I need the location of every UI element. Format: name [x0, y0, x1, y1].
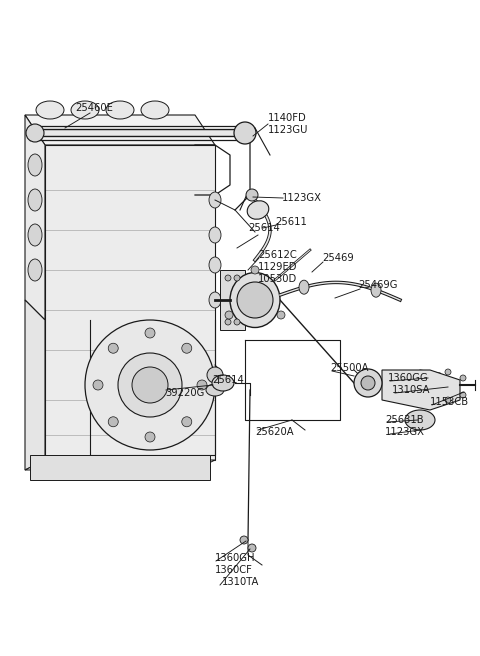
Polygon shape — [382, 370, 460, 410]
Text: 25614: 25614 — [212, 375, 244, 385]
Ellipse shape — [230, 272, 280, 327]
Circle shape — [182, 417, 192, 427]
Circle shape — [277, 311, 285, 319]
Circle shape — [145, 328, 155, 338]
Ellipse shape — [28, 259, 42, 281]
Text: 1360GG: 1360GG — [388, 373, 429, 383]
Circle shape — [460, 375, 466, 381]
Text: 1310SA: 1310SA — [392, 385, 431, 395]
Polygon shape — [25, 300, 45, 470]
Circle shape — [93, 380, 103, 390]
Circle shape — [118, 353, 182, 417]
Text: 25469G: 25469G — [358, 280, 397, 290]
Circle shape — [234, 319, 240, 325]
Text: 1360GH: 1360GH — [215, 553, 255, 563]
Text: 1123GX: 1123GX — [282, 193, 322, 203]
Ellipse shape — [141, 101, 169, 119]
Ellipse shape — [28, 189, 42, 211]
Circle shape — [248, 544, 256, 552]
Circle shape — [234, 122, 256, 144]
Polygon shape — [220, 270, 245, 330]
Circle shape — [197, 380, 207, 390]
Text: 25612C: 25612C — [258, 250, 297, 260]
Circle shape — [85, 320, 215, 450]
Text: 1360CF: 1360CF — [215, 565, 253, 575]
Text: 1153CB: 1153CB — [430, 397, 469, 407]
Ellipse shape — [28, 224, 42, 246]
Polygon shape — [25, 115, 45, 320]
Text: 1123GX: 1123GX — [385, 427, 425, 437]
Circle shape — [225, 311, 233, 319]
Text: 10530D: 10530D — [258, 274, 297, 284]
Circle shape — [234, 275, 240, 281]
Ellipse shape — [209, 192, 221, 208]
Ellipse shape — [206, 384, 224, 396]
Text: 39220G: 39220G — [165, 388, 204, 398]
Circle shape — [225, 319, 231, 325]
Ellipse shape — [36, 101, 64, 119]
Text: 25460E: 25460E — [75, 103, 113, 113]
Ellipse shape — [371, 283, 381, 297]
Circle shape — [225, 275, 231, 281]
Circle shape — [361, 376, 375, 390]
Ellipse shape — [209, 227, 221, 243]
Circle shape — [445, 397, 451, 403]
Text: 1140FD: 1140FD — [268, 113, 307, 123]
Polygon shape — [30, 455, 210, 480]
Circle shape — [108, 343, 118, 353]
Circle shape — [145, 432, 155, 442]
Ellipse shape — [106, 101, 134, 119]
Text: 1310TA: 1310TA — [222, 577, 259, 587]
Ellipse shape — [247, 201, 269, 219]
Text: 1123GU: 1123GU — [268, 125, 309, 135]
Circle shape — [246, 189, 258, 201]
Ellipse shape — [212, 375, 234, 391]
Text: 25500A: 25500A — [330, 363, 369, 373]
Circle shape — [460, 392, 466, 398]
Ellipse shape — [299, 280, 309, 294]
Ellipse shape — [209, 292, 221, 308]
Circle shape — [237, 282, 273, 318]
Text: 25614: 25614 — [248, 223, 280, 233]
Circle shape — [251, 266, 259, 274]
Circle shape — [207, 367, 223, 383]
Text: 25620A: 25620A — [255, 427, 294, 437]
Ellipse shape — [209, 257, 221, 273]
Text: 1129ED: 1129ED — [258, 262, 298, 272]
Ellipse shape — [223, 281, 237, 319]
Circle shape — [354, 369, 382, 397]
Ellipse shape — [28, 154, 42, 176]
Circle shape — [26, 124, 44, 142]
Polygon shape — [25, 460, 215, 470]
Circle shape — [240, 536, 248, 544]
Circle shape — [132, 367, 168, 403]
Circle shape — [445, 369, 451, 375]
Circle shape — [108, 417, 118, 427]
Ellipse shape — [405, 410, 435, 430]
Ellipse shape — [71, 101, 99, 119]
Text: 25631B: 25631B — [385, 415, 424, 425]
Text: 25469: 25469 — [322, 253, 354, 263]
Text: 25611: 25611 — [275, 217, 307, 227]
Polygon shape — [25, 115, 215, 145]
Polygon shape — [45, 145, 215, 460]
Circle shape — [182, 343, 192, 353]
